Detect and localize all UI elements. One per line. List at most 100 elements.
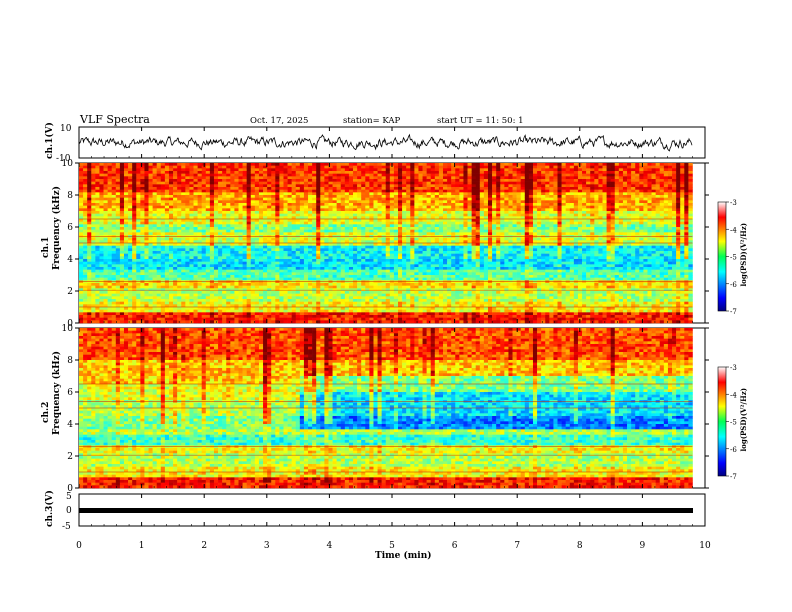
spectrogram-cell	[246, 272, 252, 276]
spectrogram-cell	[218, 259, 223, 262]
spectrogram-cell	[107, 277, 113, 281]
spectrogram-cell	[91, 213, 96, 217]
spectrogram-cell	[320, 243, 325, 246]
spectrogram-cell	[218, 272, 223, 276]
spectrogram-cell	[173, 267, 178, 270]
spectrogram-cell	[144, 237, 149, 241]
spectrogram-cell	[177, 267, 182, 270]
spectrogram-cell	[267, 256, 272, 260]
spectrogram-cell	[336, 301, 342, 305]
spectrogram-cell	[123, 312, 129, 316]
spectrogram-cell	[123, 227, 129, 230]
spectrogram-cell	[95, 216, 100, 220]
spectrogram-cell	[128, 277, 133, 281]
spectrogram-cell	[324, 187, 329, 190]
spectrogram-cell	[103, 219, 108, 222]
spectrogram-cell	[324, 317, 329, 321]
spectrogram-cell	[344, 245, 350, 249]
spectrogram-cell	[344, 261, 350, 265]
spectrogram-cell	[111, 291, 117, 294]
spectrogram-cell	[373, 227, 378, 230]
spectrogram-cell	[222, 275, 227, 278]
spectrogram-cell	[181, 208, 186, 212]
spectrogram-cell	[320, 208, 325, 212]
spectrogram-cell	[193, 216, 198, 220]
spectrogram-cell	[361, 291, 366, 294]
spectrogram-cell	[238, 245, 243, 249]
spectrogram-cell	[377, 253, 382, 257]
spectrogram-cell	[271, 245, 276, 249]
spectrogram-cell	[160, 163, 166, 166]
spectrogram-cell	[156, 288, 162, 292]
spectrogram-cell	[181, 309, 186, 313]
spectrogram-cell	[398, 315, 403, 318]
spectrogram-cell	[111, 283, 117, 286]
spectrogram-cell	[115, 320, 121, 324]
spectrogram-cell	[414, 173, 419, 177]
spectrogram-cell	[218, 264, 223, 268]
spectrogram-cell	[373, 243, 378, 246]
spectrogram-cell	[168, 189, 174, 193]
spectrogram-cell	[332, 176, 337, 180]
spectrogram-cell	[287, 288, 292, 292]
spectrogram-cell	[353, 317, 358, 321]
spectrogram-cell	[275, 320, 280, 324]
spectrogram-cell	[308, 229, 313, 233]
spectrogram-cell	[238, 232, 243, 236]
spectrogram-cell	[193, 315, 198, 318]
spectrogram-cell	[361, 315, 366, 318]
spectrogram-cell	[348, 165, 354, 169]
spectrogram-cell	[402, 261, 407, 265]
spectrogram-cell	[279, 165, 284, 169]
spectrogram-cell	[173, 181, 178, 185]
spectrogram-cell	[111, 301, 117, 305]
spectrogram-cell	[230, 237, 235, 241]
spectrogram-cell	[263, 224, 268, 228]
spectrogram-cell	[361, 181, 366, 185]
spectrogram-cell	[140, 184, 145, 188]
spectrogram-cell	[271, 293, 276, 297]
spectrogram-cell	[250, 179, 256, 182]
spectrogram-cell	[291, 176, 297, 180]
spectrogram-cell	[410, 277, 415, 281]
spectrogram-cell	[111, 256, 117, 260]
spectrogram-cell	[398, 275, 403, 278]
spectrogram-cell	[136, 219, 141, 222]
spectrogram-cell	[287, 293, 292, 297]
spectrogram-cell	[340, 197, 346, 201]
spectrogram-cell	[267, 200, 272, 204]
spectrogram-cell	[238, 256, 243, 260]
spectrogram-cell	[201, 251, 207, 254]
spectrogram-cell	[91, 227, 96, 230]
spectrogram-cell	[369, 243, 374, 246]
spectrogram-cell	[91, 307, 96, 310]
spectrogram-cell	[267, 296, 272, 300]
spectrogram-cell	[324, 245, 329, 249]
spectrogram-cell	[83, 179, 88, 182]
spectrogram-cell	[348, 211, 354, 214]
spectrogram-cell	[128, 280, 133, 284]
spectrogram-cell	[398, 187, 403, 190]
spectrogram-cell	[205, 213, 211, 217]
spectrogram-cell	[381, 232, 387, 236]
spectrogram-cell	[320, 179, 325, 182]
spectrogram-cell	[414, 213, 419, 217]
spectrogram-cell	[295, 203, 301, 206]
spectrogram-cell	[258, 173, 264, 177]
spectrogram-cell	[361, 197, 366, 201]
spectrogram-cell	[324, 168, 329, 172]
spectrogram-cell	[381, 251, 387, 254]
spectrogram-cell	[193, 184, 198, 188]
spectrogram-cell	[173, 165, 178, 169]
spectrogram-cell	[107, 259, 113, 262]
spectrogram-cell	[389, 203, 395, 206]
spectrogram-cell	[230, 317, 235, 321]
spectrogram-cell	[173, 293, 178, 297]
spectrogram-cell	[152, 227, 158, 230]
spectrogram-cell	[156, 304, 162, 308]
spectrogram-cell	[87, 181, 92, 185]
spectrogram-cell	[348, 221, 354, 225]
spectrogram-cell	[144, 184, 149, 188]
spectrogram-cell	[332, 229, 337, 233]
spectrogram-cell	[291, 309, 297, 313]
